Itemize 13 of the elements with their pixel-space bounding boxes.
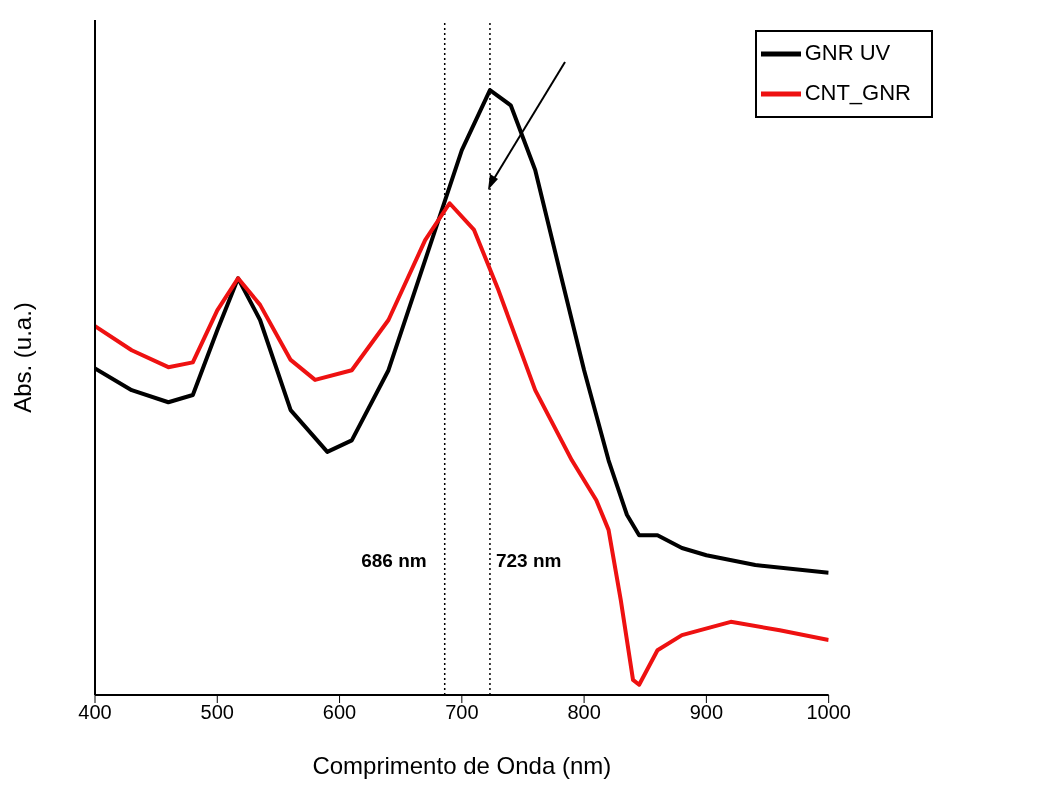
x-tick-label: 500 (200, 701, 234, 724)
y-axis-title: Abs. (u.a.) (8, 302, 36, 413)
x-tick-label: 600 (322, 701, 357, 724)
x-tick-label: 700 (445, 701, 479, 724)
x-axis-title: Comprimento de Onda (nm) (312, 752, 612, 779)
x-tick-label: 900 (689, 701, 724, 724)
legend-label: GNR UV (804, 39, 891, 65)
x-tick-label: 800 (567, 701, 601, 724)
legend-label: CNT_GNR (804, 79, 911, 105)
x-tick-label: 400 (78, 701, 112, 724)
ref-line-label: 723 nm (495, 549, 562, 571)
x-tick-label: 1000 (806, 701, 851, 724)
ref-line-label: 686 nm (361, 549, 427, 571)
